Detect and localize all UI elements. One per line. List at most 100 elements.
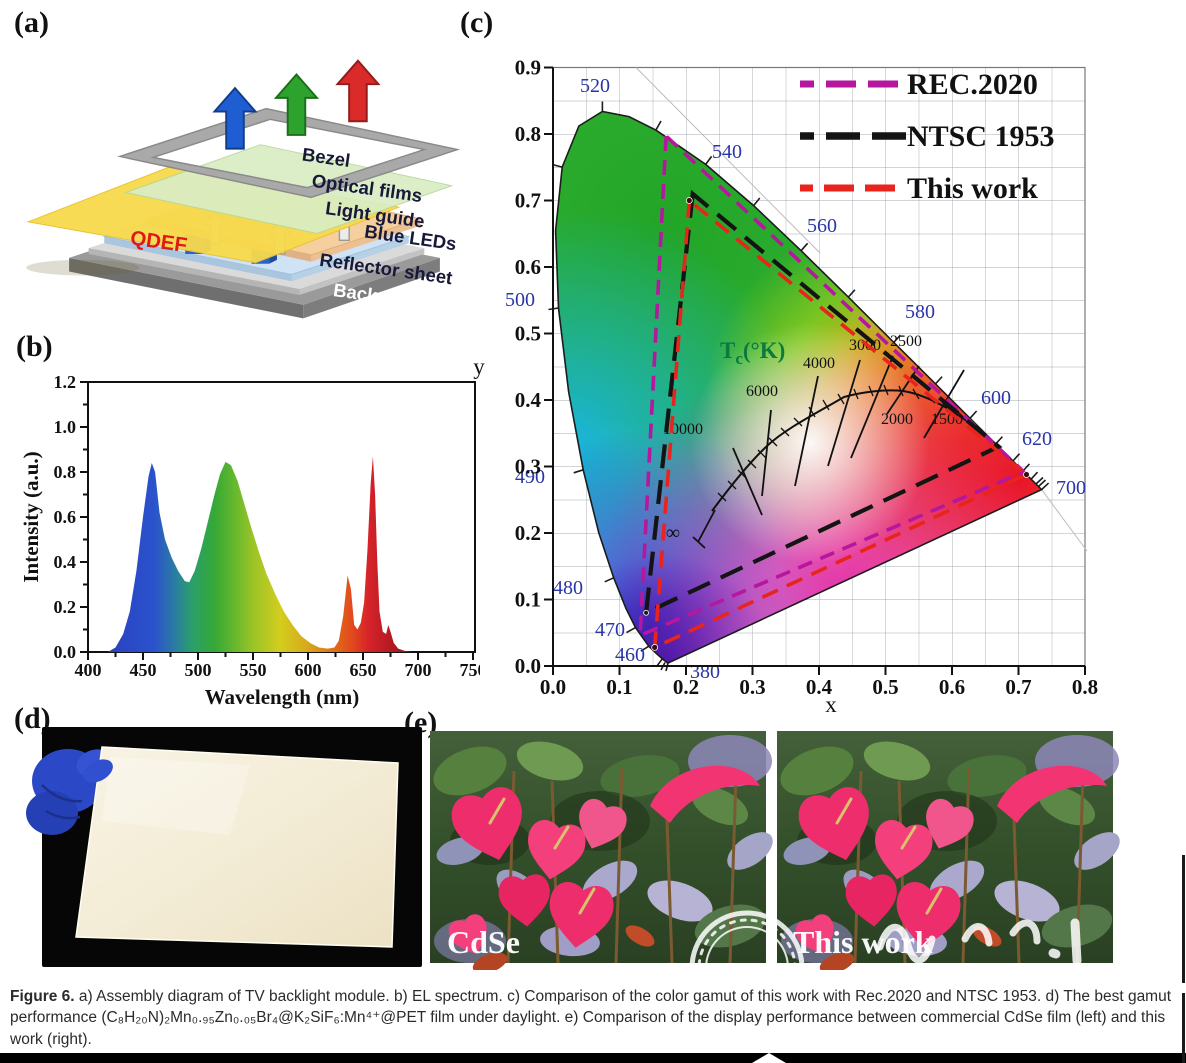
x-tick: 0.6 [939, 675, 965, 699]
y-tick: 0.4 [515, 388, 542, 412]
cie-x-tick-labels: 0.0 0.1 0.2 0.3 0.4 0.5 0.6 0.7 0.8 [540, 675, 1098, 699]
cie-y-axis-title: y [473, 354, 485, 379]
y-tick: 0.0 [54, 642, 77, 662]
spectrum-y-tick-labels: 0.0 0.2 0.4 0.6 0.8 1.0 1.2 [54, 372, 77, 662]
y-tick: 0.8 [515, 122, 541, 146]
cie-axes [544, 66, 1086, 675]
blue-arrow-icon [212, 86, 258, 150]
temp-label: 6000 [746, 383, 778, 400]
page-bottom-rule-notch [752, 1053, 786, 1063]
wavelength-label: 560 [807, 215, 837, 237]
y-tick: 0.3 [515, 455, 541, 479]
x-tick: 0.5 [872, 675, 898, 699]
wavelength-label: 580 [905, 301, 935, 323]
gamut-vertex-dots [643, 197, 1030, 651]
wavelength-label: 480 [553, 577, 583, 599]
tc-sub: c [735, 349, 743, 368]
wavelength-label: 520 [580, 75, 610, 97]
figure-caption: Figure 6. a) Assembly diagram of TV back… [10, 986, 1178, 1050]
caption-text: a) Assembly diagram of TV backlight modu… [10, 988, 1172, 1048]
x-tick: 650 [350, 660, 377, 680]
wavelength-label: 490 [515, 466, 545, 488]
cie-y-tick-labels: 0.0 0.1 0.2 0.3 0.4 0.5 0.6 0.7 0.8 0.9 [515, 56, 542, 679]
y-tick: 1.2 [54, 372, 77, 392]
cie-legend: REC.2020 NTSC 1953 This work [800, 68, 1055, 205]
film-sheen [102, 757, 250, 835]
x-tick: 0.0 [540, 675, 566, 699]
wavelength-label: 620 [1022, 428, 1052, 450]
gamut-triangle-this-work [652, 196, 1030, 651]
y-tick: 0.6 [54, 507, 77, 527]
gamut-triangle-rec2020 [638, 132, 1028, 639]
construction-lines [635, 67, 1088, 552]
el-spectrum-curve [107, 456, 413, 652]
watermark-stamp [689, 910, 1082, 970]
y-tick: 0.4 [54, 552, 77, 572]
cie-x-axis-title: x [825, 692, 837, 717]
temp-label: 4000 [803, 355, 835, 372]
y-tick: 0.6 [515, 255, 541, 279]
rgb-output-arrows [212, 59, 381, 150]
y-tick: 0.5 [515, 322, 541, 346]
spectrum-axis-ticks [80, 381, 474, 660]
panel-a-backlight-diagram: Bezel Optical films Light guide Blue LED… [26, 59, 460, 319]
page-right-edge-line [1182, 993, 1185, 1063]
caption-label: Figure 6. [10, 988, 75, 1005]
qdef-layer [26, 165, 401, 276]
x-tick: 400 [75, 660, 102, 680]
y-tick: 0.9 [515, 56, 541, 80]
x-tick: 0.3 [739, 675, 765, 699]
x-tick: 750 [460, 660, 481, 680]
locus-wavelength-ticks [548, 101, 1050, 672]
tc-t: T [720, 338, 735, 363]
temp-label: ∞ [666, 522, 680, 544]
x-tick: 600 [295, 660, 322, 680]
wavelength-label: 470 [595, 619, 625, 641]
x-tick: 450 [130, 660, 157, 680]
locus-wavelength-labels: 520 540 560 580 600 620 700 500 490 480 … [505, 75, 1086, 683]
y-tick: 0.0 [515, 654, 541, 678]
spectrum-x-tick-labels: 400 450 500 550 600 650 700 750 [75, 660, 481, 680]
legend-label-rec2020: REC.2020 [907, 68, 1038, 101]
panel-b-el-spectrum: 400 450 500 550 600 650 700 750 0.0 0.2 … [20, 372, 481, 709]
tc-title: Tc(°K) [720, 338, 785, 368]
temp-label: 2500 [890, 333, 922, 350]
x-tick: 0.7 [1005, 675, 1031, 699]
y-tick: 1.0 [54, 417, 77, 437]
spectrum-y-axis-title: Intensity (a.u.) [20, 451, 43, 582]
wavelength-label: 460 [615, 644, 645, 666]
y-tick: 0.7 [515, 189, 541, 213]
wavelength-label: 700 [1056, 477, 1086, 499]
panel-d-film-photo [26, 727, 422, 967]
glove-thumb [83, 759, 113, 783]
y-tick: 0.2 [54, 597, 77, 617]
page-right-edge-line [1182, 855, 1185, 983]
panel-a-letter: (a) [14, 6, 49, 39]
tc-unit: (°K) [743, 338, 785, 363]
panel-c-cie-diagram: 520 540 560 580 600 620 700 500 490 480 … [473, 56, 1098, 718]
gamut-triangle-ntsc1953 [643, 189, 1003, 617]
panel-b-letter: (b) [16, 330, 53, 363]
x-tick: 0.2 [673, 675, 699, 699]
x-tick: 0.1 [606, 675, 632, 699]
y-tick: 0.1 [515, 588, 541, 612]
wavelength-label: 500 [505, 289, 535, 311]
x-tick: 0.8 [1072, 675, 1098, 699]
wavelength-label: 540 [712, 141, 742, 163]
green-arrow-icon [273, 72, 320, 136]
cdse-label: CdSe [447, 924, 520, 960]
legend-label-ntsc1953: NTSC 1953 [907, 120, 1055, 153]
temp-label: 2000 [881, 411, 913, 428]
panel-c-letter: (c) [460, 6, 494, 39]
panel-e-display-comparison: CdSe This work [425, 725, 1120, 970]
y-tick: 0.2 [515, 521, 541, 545]
red-arrow-icon [335, 59, 381, 123]
spectral-locus-outline [554, 110, 1043, 664]
x-tick: 0.4 [806, 675, 833, 699]
pet-film [75, 746, 399, 948]
legend-label-this-work: This work [907, 172, 1038, 205]
page-bottom-rule [0, 1053, 1186, 1063]
y-tick: 0.8 [54, 462, 77, 482]
x-tick: 500 [185, 660, 212, 680]
